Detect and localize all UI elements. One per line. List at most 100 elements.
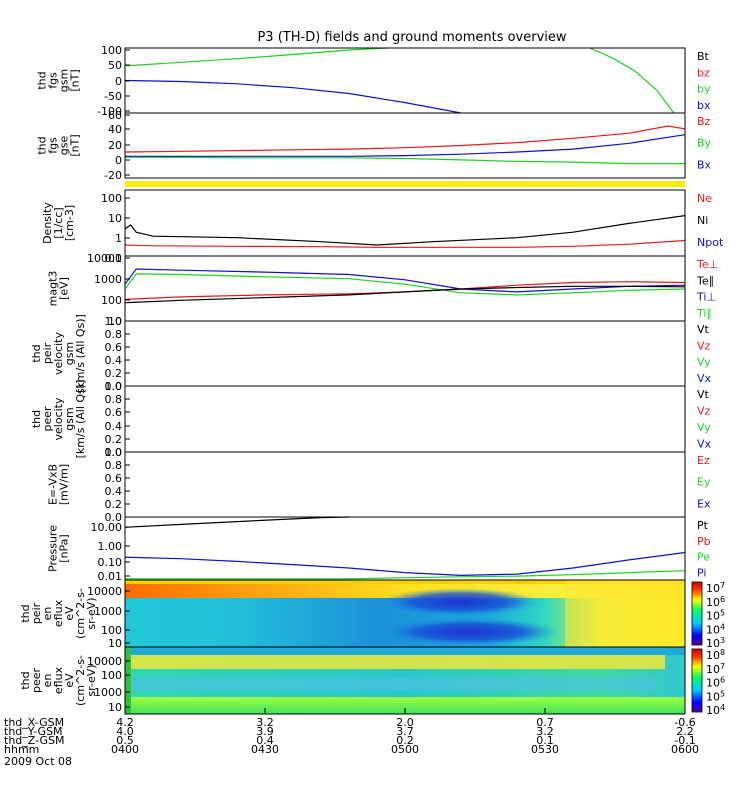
panel-frame: [124, 385, 686, 453]
x-axis-row-value: 0400: [111, 743, 139, 756]
y-tick-label: 0.8: [105, 328, 123, 341]
colorbar-tick-label: 104: [706, 622, 725, 636]
y-tick-label: 0.8: [105, 459, 123, 472]
series-line-2: [124, 79, 462, 114]
y-axis-label: velocity: [52, 397, 65, 440]
y-axis-label: eflux: [52, 666, 65, 694]
y-axis-label: gsm: [58, 69, 71, 92]
x-axis-row-value: 4.2: [116, 716, 134, 729]
series-line-0: [124, 215, 686, 246]
colorbar-tick-label: 106: [706, 676, 725, 690]
x-axis-row-value: -0.1: [674, 734, 695, 747]
colorbar-tick-exponent: 6: [720, 595, 725, 604]
y-axis-label: [nT]: [69, 69, 82, 91]
y-tick-label: 10000: [87, 585, 122, 598]
x-axis-row-value: 3.2: [536, 725, 554, 738]
series-line-0: [124, 125, 686, 153]
x-axis-row-value: 3.9: [256, 725, 274, 738]
x-axis-row-value: 4.0: [116, 725, 134, 738]
y-tick-label: 100: [101, 44, 122, 57]
x-axis-row-label: thd_X-GSM: [4, 716, 64, 729]
legend-entry: Vt: [697, 388, 710, 401]
heatmap-yellow-region: [565, 580, 685, 647]
legend-entry: Ey: [697, 476, 711, 489]
legend-entry: Vy: [697, 356, 711, 369]
y-axis-label: peer: [30, 668, 43, 694]
y-tick-label: 1000: [94, 273, 122, 286]
y-tick-label: 0.2: [105, 498, 123, 511]
legend-entry: Pi: [697, 566, 706, 579]
heatmap-blue-region: [380, 618, 560, 646]
y-tick-label: 0.0: [105, 446, 123, 459]
y-axis-label: sr-eV): [85, 664, 98, 696]
x-axis-row-value: 2.2: [676, 725, 694, 738]
colorbar-tick-exponent: 4: [720, 622, 725, 631]
colorbar-tick-exponent: 3: [720, 636, 725, 645]
series-line-0: [124, 47, 389, 67]
legend-entry: Ti⊥: [696, 291, 716, 304]
y-axis-label: sr-eV): [85, 597, 98, 629]
colorbar-tick-label: 107: [706, 581, 725, 595]
legend-entry: Pt: [697, 519, 709, 532]
x-axis-row-value: 2.0: [396, 716, 414, 729]
y-tick-label: 100: [101, 192, 122, 205]
y-tick-label: 0.2: [105, 433, 123, 446]
y-axis-label: Pressure: [47, 525, 60, 572]
colorbar-tick-label: 105: [706, 689, 725, 703]
x-axis-row-label: thd_Y-GSM: [4, 725, 63, 738]
y-tick-label: 0: [115, 75, 122, 88]
panel-density: 100 10 1 0.1 Density[1/cc][cm-3] Ne Ni Npot: [41, 189, 724, 265]
y-axis-label: thd: [19, 604, 32, 622]
y-axis-label: en: [41, 674, 54, 688]
legend-entry: Bz: [697, 115, 711, 128]
heatmap-top-strip: [125, 580, 685, 584]
quality-flag-bar: [125, 181, 685, 187]
colorbar-tick-label: 107: [706, 662, 725, 676]
x-axis-row-value: 3.7: [396, 725, 414, 738]
y-tick-label: 0.01: [98, 570, 123, 583]
y-tick-label: 10000: [87, 655, 122, 668]
y-tick-label: 0.8: [105, 393, 123, 406]
series-line-1: [124, 551, 686, 577]
x-axis-row-value: 0500: [391, 743, 419, 756]
panel-peer-eflux: 10000 1000 100 10 thdpeerenefluxeV(cm^2-s-sr…: [19, 646, 725, 717]
x-axis-row-value: 0.5: [116, 734, 134, 747]
y-axis-label: [eV]: [58, 277, 71, 300]
y-axis-label: [nT]: [69, 134, 82, 156]
colorbar-tick-exponent: 5: [720, 609, 725, 618]
legend-entry: Pe: [697, 551, 710, 564]
x-axis-row-value: 0.4: [256, 734, 274, 747]
y-tick-label: 10: [108, 315, 122, 328]
y-axis-label: [1/cc]: [52, 207, 65, 238]
panel-pressure: 10.00 1.00 0.100.01 Pressure[nPa] Pt Pb Pe Pi: [47, 516, 711, 583]
y-axis-label: thd: [30, 410, 43, 428]
y-tick-label: 0.6: [105, 472, 123, 485]
y-tick-label: 1: [115, 232, 122, 245]
legend-entry: Vy: [697, 421, 711, 434]
y-tick-label: 1000: [94, 605, 122, 618]
x-axis-row-value: 0530: [531, 743, 559, 756]
legend-entry: Te∥: [696, 274, 714, 287]
series-line-1: [589, 47, 675, 114]
x-axis-row-value: 0.2: [396, 734, 414, 747]
heatmap-blue-region: [380, 588, 540, 616]
x-axis-row-value: 3.2: [256, 716, 274, 729]
series-line-2: [125, 134, 686, 157]
legend-entry: bz: [697, 66, 710, 79]
colorbar-tick-exponent: 6: [720, 676, 725, 685]
y-axis-label: peir: [41, 342, 54, 364]
x-axis-row-value: 0600: [671, 743, 699, 756]
y-tick-label: 0.4: [105, 485, 123, 498]
x-axis-row-value: 0430: [251, 743, 279, 756]
heatmap-high-energy-band: [125, 655, 665, 669]
legend-entry: Ti∥: [696, 307, 712, 320]
y-tick-label: -100: [97, 105, 122, 118]
y-tick-label: 1000: [94, 686, 122, 699]
panel-frame: [124, 516, 686, 581]
colorbar-tick-exponent: 5: [720, 689, 725, 698]
y-tick-label: 0.0: [105, 511, 123, 524]
x-axis-row-label: hhmm: [4, 743, 39, 756]
y-axis-label: eflux: [52, 599, 65, 627]
panel-peir-velocity: 1.00.80.60.40.20.0thdpeirvelocitygsm[km/…: [30, 314, 712, 393]
